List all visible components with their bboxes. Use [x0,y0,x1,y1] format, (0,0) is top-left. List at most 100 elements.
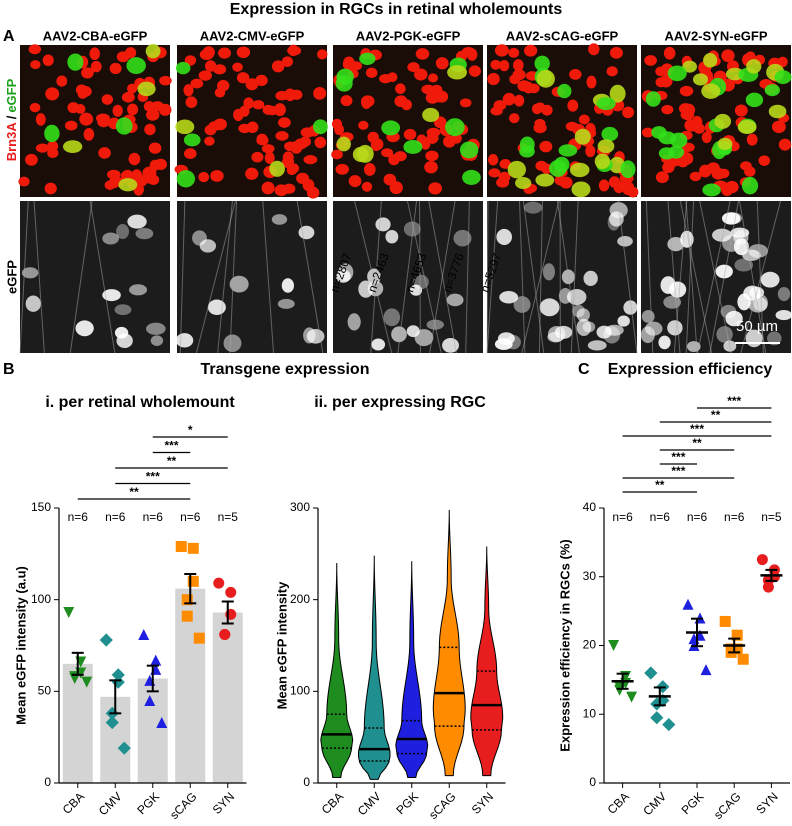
data-point [187,575,199,587]
cell [571,181,591,198]
micrograph [333,200,483,354]
cell [660,276,676,294]
nucleus [245,78,259,91]
process [645,200,654,354]
y-tick-label: 30 [583,569,597,583]
cell [298,225,315,240]
nucleus [239,105,250,117]
cell [725,310,743,327]
cell [115,117,133,135]
data-point [731,629,743,641]
micrograph-bg [177,201,327,353]
micrograph-bg [20,201,170,353]
cell [701,83,721,99]
x-tick-label: sCAG [711,789,744,822]
cell [764,84,780,97]
violin [358,555,391,780]
process [667,200,681,354]
nucleus [513,59,524,72]
cell [716,326,733,343]
nucleus [232,62,243,72]
nucleus [644,55,657,66]
nucleus [496,177,510,188]
cell [715,264,733,279]
micrograph [640,200,792,354]
cell [617,236,633,247]
process [69,200,93,354]
process [699,200,732,354]
process [570,200,579,354]
nucleus [383,173,397,186]
cell [566,288,587,306]
data-point [187,542,199,554]
nucleus [262,104,274,115]
cell [596,97,616,111]
cell [640,326,655,344]
cell [391,326,407,343]
nucleus [531,103,543,115]
cell [358,280,374,298]
data-point [756,554,768,566]
nucleus [281,56,293,67]
cell [403,139,423,154]
nucleus [29,102,41,113]
cell [760,271,780,288]
y-tick-label: 300 [290,500,310,514]
figure-title: Expression in RGCs in retinal wholemount… [230,1,563,18]
process [685,200,695,354]
process [740,200,782,354]
nucleus [381,148,394,158]
nucleus [264,151,275,164]
x-tick-label: PGK [679,789,707,817]
data-point [762,581,774,593]
nucleus [425,91,440,104]
cell [116,224,130,240]
nucleus [210,170,224,182]
nucleus [142,166,157,180]
cell [714,113,731,129]
nucleus [284,141,297,152]
process [354,200,393,354]
nucleus [28,44,42,55]
cell [21,267,39,279]
y-tick-label: 100 [31,592,51,606]
cell [594,153,611,169]
nucleus [680,109,695,121]
significance-label: *** [690,422,704,436]
nucleus [317,49,328,60]
row-label-part: / [4,115,19,119]
nucleus [425,150,439,162]
cell [462,169,481,186]
data-point [193,632,205,644]
nucleus [30,60,41,70]
nucleus [251,151,264,163]
data-point [737,653,749,665]
nucleus [288,44,299,57]
n-label: n=6 [612,510,633,524]
cell [207,299,226,315]
nucleus [42,54,54,67]
y-tick-label: 150 [31,500,51,514]
row-label-part: eGFP [4,78,19,112]
x-tick-label: CBA [605,789,632,816]
nucleus [395,83,406,95]
cell [572,304,585,318]
cell [523,201,543,214]
nucleus [578,114,590,125]
process [685,200,698,354]
nucleus [98,147,111,159]
nucleus [488,168,501,178]
cell [658,335,671,350]
significance-label: ** [655,478,665,492]
n-label: n=5 [218,510,239,524]
x-tick-label: PGK [134,789,162,817]
y-tick-label: 50 [38,684,52,698]
nucleus [528,83,540,94]
nucleus [252,99,265,110]
cell [703,53,718,68]
chart-title: ii. per expressing RGC [314,394,486,411]
cell [102,232,119,245]
cell [175,333,194,348]
cell [712,228,732,242]
